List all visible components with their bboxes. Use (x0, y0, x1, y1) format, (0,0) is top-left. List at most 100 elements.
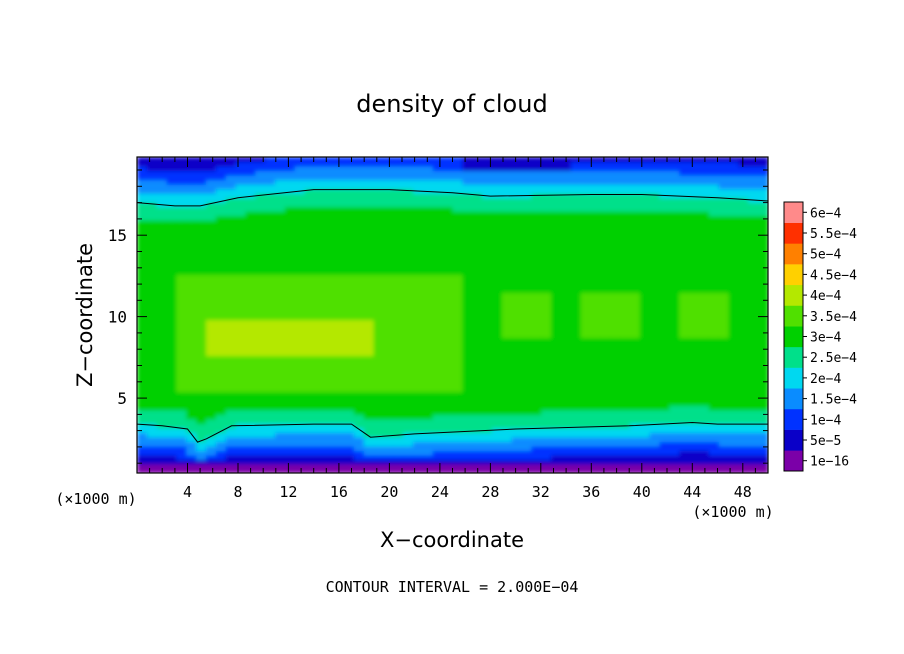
field-cell (294, 161, 306, 167)
field-cell (255, 342, 266, 348)
field-cell (215, 445, 227, 452)
field-cell (275, 247, 286, 253)
field-cell (511, 382, 523, 388)
field-cell (413, 360, 424, 366)
field-cell (442, 269, 454, 275)
field-cell (679, 251, 690, 257)
field-cell (166, 206, 178, 212)
field-cell (413, 351, 424, 357)
field-cell (560, 337, 572, 343)
field-cell (324, 310, 335, 316)
field-cell (570, 400, 582, 406)
field-cell (137, 278, 148, 284)
field-cell (482, 265, 493, 271)
field-cell (580, 287, 592, 294)
field-cell (225, 319, 237, 325)
field-cell (304, 423, 316, 429)
field-cell (383, 369, 394, 375)
field-cell (521, 396, 532, 402)
field-cell (215, 206, 227, 212)
field-cell (511, 179, 523, 185)
field-cell (225, 274, 237, 280)
field-cell (758, 463, 768, 470)
field-cell (275, 382, 286, 388)
field-cell (215, 432, 227, 438)
field-cell (156, 283, 168, 289)
field-cell (304, 445, 316, 452)
field-cell (600, 292, 611, 298)
field-cell (669, 468, 680, 473)
field-cell (570, 355, 582, 361)
field-cell (146, 432, 158, 438)
field-cell (353, 157, 365, 163)
field-cell (472, 432, 483, 438)
field-cell (738, 409, 749, 415)
field-cell (679, 382, 690, 388)
field-cell (452, 157, 463, 163)
field-cell (294, 278, 306, 284)
field-cell (403, 364, 414, 370)
field-cell (156, 454, 168, 461)
field-cell (541, 274, 552, 280)
field-cell (156, 418, 168, 424)
field-cell (629, 251, 641, 257)
field-cell (432, 342, 444, 348)
field-cell (600, 193, 611, 199)
field-cell (462, 315, 473, 321)
field-cell (314, 409, 325, 415)
field-cell (422, 229, 434, 235)
field-cell (698, 369, 710, 375)
field-cell (225, 387, 237, 393)
field-cell (570, 166, 582, 172)
field-cell (758, 287, 768, 294)
field-cell (551, 287, 562, 294)
field-cell (708, 193, 720, 199)
field-cell (383, 251, 394, 257)
field-cell (728, 391, 740, 397)
field-cell (600, 265, 611, 271)
field-cell (758, 179, 768, 185)
field-cell (196, 463, 207, 470)
field-cell (620, 414, 631, 420)
field-cell (718, 382, 730, 388)
field-cell (206, 351, 217, 357)
field-cell (669, 301, 680, 307)
field-cell (531, 409, 542, 415)
field-cell (629, 206, 641, 212)
field-cell (156, 360, 168, 366)
field-cell (156, 242, 168, 248)
field-cell (255, 220, 266, 226)
field-cell (570, 328, 582, 334)
field-cell (146, 229, 158, 235)
field-cell (452, 369, 463, 375)
field-cell (580, 441, 592, 447)
field-cell (452, 233, 463, 239)
field-cell (580, 346, 592, 352)
field-cell (531, 400, 542, 406)
field-cell (442, 220, 454, 226)
field-cell (452, 202, 463, 208)
field-cell (314, 315, 325, 321)
field-cell (265, 319, 276, 325)
field-cell (570, 265, 582, 271)
field-cell (600, 450, 611, 456)
field-cell (344, 310, 355, 316)
field-cell (265, 265, 276, 271)
field-cell (255, 274, 266, 280)
field-cell (413, 418, 424, 424)
field-cell (265, 378, 276, 384)
field-cell (206, 161, 217, 167)
field-cell (620, 193, 631, 199)
field-cell (511, 468, 523, 473)
field-cell (363, 157, 375, 163)
field-cell (196, 373, 207, 379)
field-cell (728, 197, 740, 203)
field-cell (462, 378, 473, 384)
field-cell (491, 179, 503, 185)
field-cell (472, 333, 483, 339)
field-cell (156, 463, 168, 470)
field-cell (718, 324, 730, 330)
field-cell (334, 373, 345, 379)
field-cell (649, 391, 661, 397)
field-cell (482, 432, 493, 438)
